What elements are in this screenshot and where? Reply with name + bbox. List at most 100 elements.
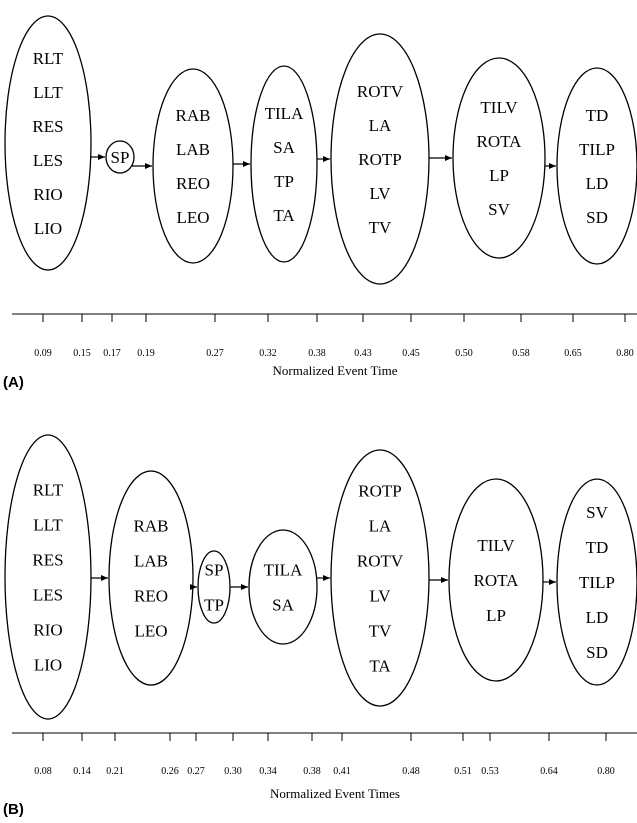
axis-tick-label: 0.32 bbox=[259, 348, 277, 359]
event-label: RLT bbox=[33, 481, 64, 500]
axis-tick-label: 0.14 bbox=[73, 766, 91, 777]
axis-tick-label: 0.38 bbox=[308, 348, 326, 359]
event-label: REO bbox=[176, 174, 210, 193]
event-label: LD bbox=[586, 608, 609, 627]
event-node-a-6: TILV ROTA LP SV bbox=[452, 57, 546, 259]
axis-tick-label: 0.26 bbox=[161, 766, 179, 777]
axis-tick-label: 0.41 bbox=[333, 766, 351, 777]
axis-tick-label: 0.48 bbox=[402, 766, 420, 777]
event-label: LAB bbox=[176, 140, 210, 159]
event-label: SP bbox=[111, 148, 130, 167]
event-node-b-1: RLT LLT RES LES RIO LIO bbox=[4, 434, 92, 720]
event-label: ROTV bbox=[357, 552, 404, 571]
event-ellipse bbox=[105, 140, 135, 174]
event-label: LAB bbox=[134, 552, 168, 571]
event-label: REO bbox=[134, 587, 168, 606]
event-ellipse bbox=[248, 529, 318, 645]
event-label: ROTV bbox=[357, 82, 404, 101]
event-label: TILV bbox=[477, 536, 515, 555]
event-label: TD bbox=[586, 106, 609, 125]
event-label: SV bbox=[586, 503, 608, 522]
event-label: TV bbox=[369, 218, 392, 237]
event-label: TP bbox=[204, 596, 224, 615]
event-label: LEO bbox=[134, 622, 167, 641]
event-ellipse bbox=[108, 470, 194, 686]
event-label: SP bbox=[205, 561, 224, 580]
event-label: RLT bbox=[33, 49, 64, 68]
event-label: LES bbox=[33, 151, 63, 170]
event-ellipse bbox=[4, 434, 92, 720]
axis-tick-label: 0.34 bbox=[259, 766, 277, 777]
event-label: LP bbox=[489, 166, 509, 185]
axis-tick-label: 0.27 bbox=[206, 348, 224, 359]
event-label: LD bbox=[586, 174, 609, 193]
event-label: SD bbox=[586, 643, 608, 662]
event-label: TD bbox=[586, 538, 609, 557]
event-label: ROTA bbox=[477, 132, 523, 151]
event-node-b-2: RAB LAB REO LEO bbox=[108, 470, 194, 686]
event-label: LEO bbox=[176, 208, 209, 227]
axis-tick-label: 0.53 bbox=[481, 766, 499, 777]
event-node-b-4: TILA SA bbox=[248, 529, 318, 645]
panel-a: RLT LLT RES LES RIO LIO SP RAB LAB REO LEO TILA SA TP… bbox=[3, 15, 637, 391]
event-node-a-2: SP bbox=[105, 140, 135, 174]
event-label: TILP bbox=[579, 573, 615, 592]
event-label: RIO bbox=[33, 621, 62, 640]
axis-tick-label: 0.58 bbox=[512, 348, 530, 359]
axis-tick-label: 0.80 bbox=[616, 348, 634, 359]
event-label: LES bbox=[33, 586, 63, 605]
event-label: ROTP bbox=[358, 482, 401, 501]
event-label: LP bbox=[486, 606, 506, 625]
event-ellipse bbox=[152, 68, 234, 264]
event-label: LLT bbox=[33, 83, 63, 102]
event-node-a-3: RAB LAB REO LEO bbox=[152, 68, 234, 264]
event-label: SV bbox=[488, 200, 510, 219]
axis-tick-label: 0.38 bbox=[303, 766, 321, 777]
axis-tick-label: 0.64 bbox=[540, 766, 558, 777]
axis-tick-label: 0.15 bbox=[73, 348, 91, 359]
event-label: RAB bbox=[176, 106, 211, 125]
event-ellipse bbox=[330, 33, 430, 285]
event-label: LIO bbox=[34, 656, 62, 675]
event-label: RIO bbox=[33, 185, 62, 204]
event-node-a-4: TILA SA TP TA bbox=[250, 65, 318, 263]
event-node-b-6: TILV ROTA LP bbox=[448, 478, 544, 682]
axis-tick-label: 0.51 bbox=[454, 766, 472, 777]
event-label: LLT bbox=[33, 516, 63, 535]
axis-tick-label: 0.43 bbox=[354, 348, 372, 359]
event-label: RES bbox=[32, 117, 63, 136]
event-node-b-7: SV TD TILP LD SD bbox=[556, 478, 637, 686]
panel-label: (B) bbox=[3, 801, 24, 818]
event-label: SD bbox=[586, 208, 608, 227]
axis-tick-label: 0.30 bbox=[224, 766, 242, 777]
event-label: TV bbox=[369, 622, 392, 641]
event-label: TILA bbox=[264, 561, 303, 580]
event-ellipse bbox=[330, 449, 430, 707]
event-label: TA bbox=[273, 206, 295, 225]
axis-tick-label: 0.17 bbox=[103, 348, 121, 359]
event-label: SA bbox=[272, 596, 294, 615]
axis-tick-label: 0.80 bbox=[597, 766, 615, 777]
event-label: ROTP bbox=[358, 150, 401, 169]
event-label: TILV bbox=[480, 98, 518, 117]
event-label: ROTA bbox=[474, 571, 520, 590]
event-label: LIO bbox=[34, 219, 62, 238]
event-node-b-3: SP TP bbox=[197, 550, 231, 624]
axis-tick-label: 0.27 bbox=[187, 766, 205, 777]
event-ellipse bbox=[452, 57, 546, 259]
event-label: TILA bbox=[265, 104, 304, 123]
event-label: SA bbox=[273, 138, 295, 157]
event-ellipse bbox=[556, 478, 637, 686]
axis-title: Normalized Event Time bbox=[273, 363, 398, 378]
panel-b: RLT LLT RES LES RIO LIO RAB LAB REO LEO SP TP TILA SA… bbox=[3, 434, 637, 818]
axis-tick-label: 0.08 bbox=[34, 766, 52, 777]
event-label: LV bbox=[369, 184, 391, 203]
event-label: RES bbox=[32, 551, 63, 570]
axis-tick-label: 0.65 bbox=[564, 348, 582, 359]
event-label: RAB bbox=[134, 517, 169, 536]
event-label: LA bbox=[369, 517, 392, 536]
event-ellipse bbox=[448, 478, 544, 682]
event-label: TA bbox=[369, 657, 391, 676]
event-label: LV bbox=[369, 587, 391, 606]
